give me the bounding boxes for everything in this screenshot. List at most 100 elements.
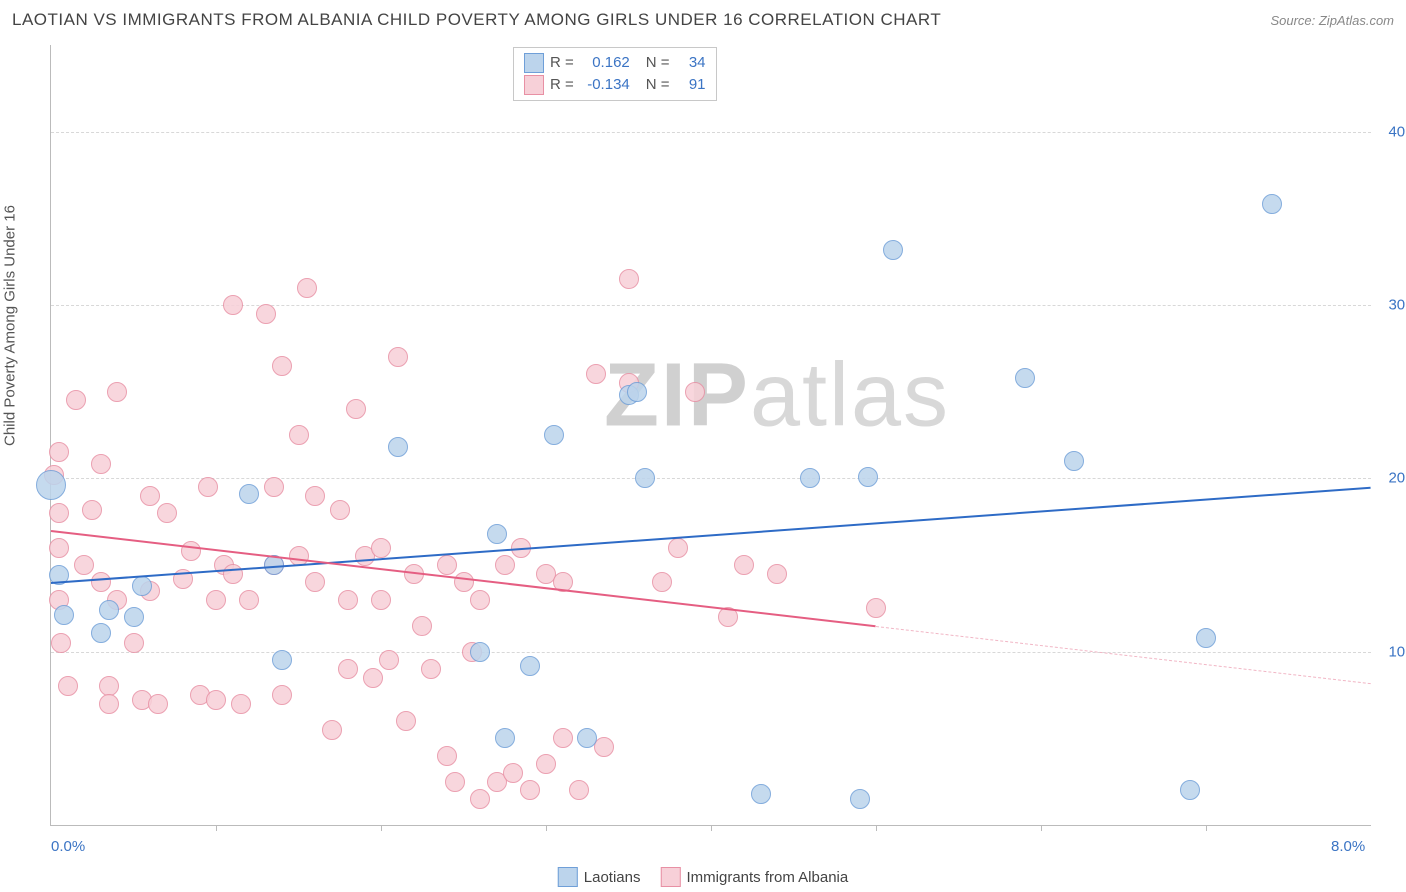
data-point (520, 780, 540, 800)
legend-n-label: N = (646, 52, 670, 74)
data-point (569, 780, 589, 800)
data-point (1064, 451, 1084, 471)
data-point (140, 486, 160, 506)
legend-item: Laotians (558, 867, 641, 887)
data-point (99, 600, 119, 620)
data-point (1262, 194, 1282, 214)
data-point (346, 399, 366, 419)
data-point (289, 425, 309, 445)
data-point (1015, 368, 1035, 388)
data-point (58, 676, 78, 696)
data-point (99, 694, 119, 714)
legend-swatch (558, 867, 578, 887)
y-tick-label: 20.0% (1388, 470, 1406, 487)
legend-n-label: N = (646, 74, 670, 96)
data-point (371, 538, 391, 558)
bottom-legend: Laotians Immigrants from Albania (558, 867, 848, 887)
data-point (272, 685, 292, 705)
data-point (322, 720, 342, 740)
data-point (305, 572, 325, 592)
data-point (586, 364, 606, 384)
data-point (454, 572, 474, 592)
gridline (51, 652, 1371, 653)
data-point (751, 784, 771, 804)
data-point (338, 659, 358, 679)
legend-n-value: 91 (676, 74, 706, 96)
series-name: Laotians (584, 869, 641, 886)
data-point (396, 711, 416, 731)
data-point (668, 538, 688, 558)
data-point (36, 470, 66, 500)
x-tick (1041, 825, 1042, 831)
legend-r-label: R = (550, 74, 574, 96)
x-tick (1206, 825, 1207, 831)
data-point (206, 690, 226, 710)
data-point (487, 524, 507, 544)
data-point (91, 572, 111, 592)
x-tick (711, 825, 712, 831)
data-point (305, 486, 325, 506)
gridline (51, 305, 1371, 306)
data-point (49, 503, 69, 523)
data-point (1180, 780, 1200, 800)
y-tick-label: 10.0% (1388, 643, 1406, 660)
data-point (264, 477, 284, 497)
data-point (685, 382, 705, 402)
data-point (503, 763, 523, 783)
data-point (371, 590, 391, 610)
series-name: Immigrants from Albania (686, 869, 848, 886)
data-point (181, 541, 201, 561)
data-point (553, 728, 573, 748)
data-point (883, 240, 903, 260)
data-point (866, 598, 886, 618)
data-point (800, 468, 820, 488)
data-point (124, 607, 144, 627)
data-point (239, 590, 259, 610)
data-point (1196, 628, 1216, 648)
data-point (66, 390, 86, 410)
y-tick-label: 40.0% (1388, 123, 1406, 140)
x-tick-label: 0.0% (51, 838, 85, 855)
data-point (338, 590, 358, 610)
legend-swatch (524, 75, 544, 95)
data-point (148, 694, 168, 714)
data-point (495, 728, 515, 748)
legend-r-label: R = (550, 52, 574, 74)
data-point (206, 590, 226, 610)
data-point (82, 500, 102, 520)
legend-row: R = 0.162 N = 34 (524, 52, 706, 74)
gridline (51, 478, 1371, 479)
legend-r-value: -0.134 (580, 74, 630, 96)
data-point (536, 754, 556, 774)
trend-line (876, 626, 1371, 684)
data-point (767, 564, 787, 584)
data-point (379, 650, 399, 670)
legend-r-value: 0.162 (580, 52, 630, 74)
data-point (495, 555, 515, 575)
data-point (91, 623, 111, 643)
x-tick (216, 825, 217, 831)
data-point (470, 789, 490, 809)
data-point (231, 694, 251, 714)
source-attribution: Source: ZipAtlas.com (1270, 13, 1394, 28)
data-point (51, 633, 71, 653)
data-point (132, 576, 152, 596)
data-point (437, 555, 457, 575)
data-point (652, 572, 672, 592)
data-point (49, 538, 69, 558)
legend-n-value: 34 (676, 52, 706, 74)
data-point (49, 442, 69, 462)
data-point (330, 500, 350, 520)
data-point (412, 616, 432, 636)
legend-swatch (524, 53, 544, 73)
data-point (107, 382, 127, 402)
data-point (445, 772, 465, 792)
data-point (388, 347, 408, 367)
data-point (619, 269, 639, 289)
data-point (520, 656, 540, 676)
data-point (363, 668, 383, 688)
y-axis-label: Child Poverty Among Girls Under 16 (2, 205, 19, 446)
y-tick-label: 30.0% (1388, 297, 1406, 314)
legend-swatch (660, 867, 680, 887)
data-point (74, 555, 94, 575)
